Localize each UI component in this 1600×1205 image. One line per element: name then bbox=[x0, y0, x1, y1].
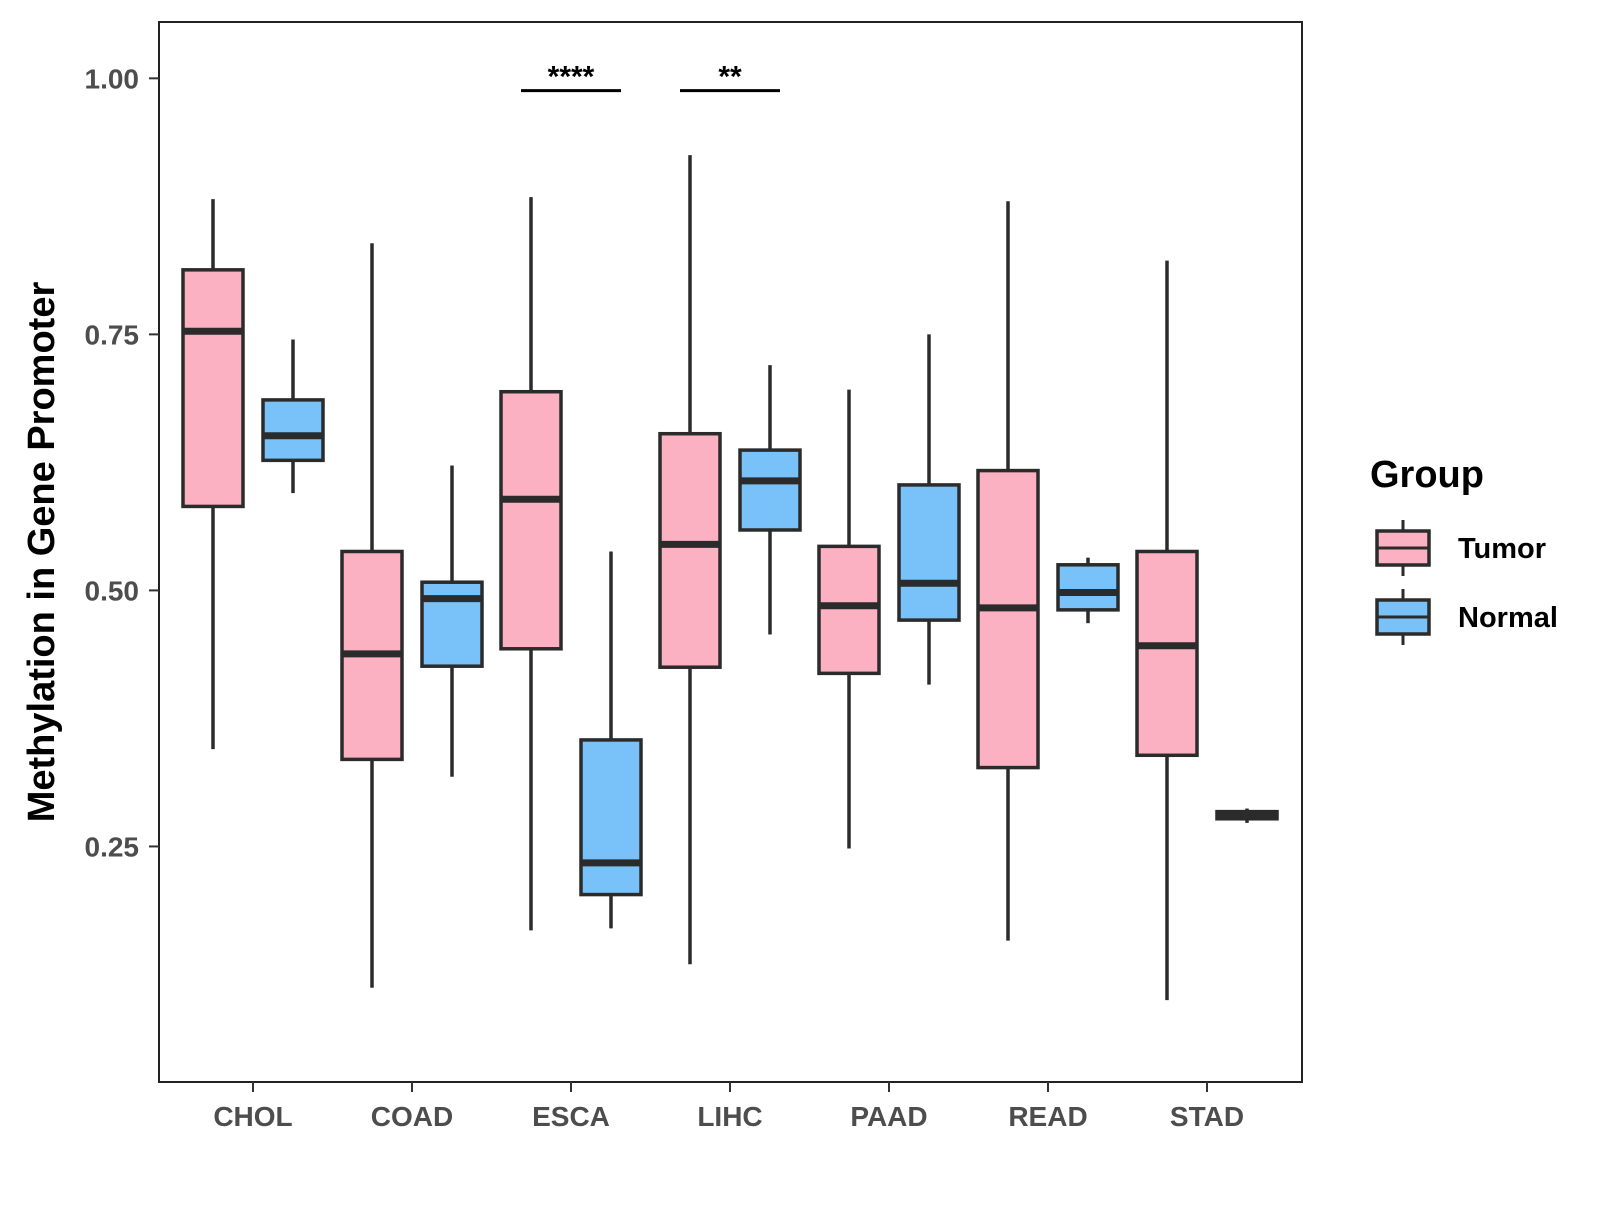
legend-label: Tumor bbox=[1458, 533, 1546, 565]
y-axis: 0.25 0.50 0.75 1.00 bbox=[85, 63, 159, 862]
box-body bbox=[1056, 563, 1120, 612]
significance-label: **** bbox=[548, 61, 595, 94]
x-tick-label: COAD bbox=[371, 1101, 453, 1132]
box-body bbox=[181, 268, 245, 509]
significance-label: ** bbox=[718, 61, 742, 94]
box-tumor-paad bbox=[817, 389, 881, 849]
legend: Group Tumor Normal bbox=[1370, 454, 1558, 645]
box-tumor-coad bbox=[340, 243, 404, 988]
legend-label: Normal bbox=[1458, 602, 1558, 634]
boxes-layer bbox=[181, 155, 1279, 1001]
plot-panel bbox=[158, 21, 1303, 1083]
box-body bbox=[976, 468, 1040, 770]
x-tick-label: ESCA bbox=[532, 1101, 610, 1132]
box-tumor-chol bbox=[181, 199, 245, 750]
box-body bbox=[897, 483, 961, 622]
box-normal-chol bbox=[261, 339, 325, 494]
box-normal-stad bbox=[1215, 808, 1279, 823]
box-tumor-esca bbox=[499, 197, 563, 931]
y-tick-label: 1.00 bbox=[85, 63, 140, 94]
box-tumor-stad bbox=[1135, 260, 1199, 1001]
box-body bbox=[738, 448, 802, 532]
box-tumor-read bbox=[976, 201, 1040, 941]
y-tick-label: 0.50 bbox=[85, 575, 140, 606]
box-normal-read bbox=[1056, 557, 1120, 624]
y-axis-title: Methylation in Gene Promoter bbox=[21, 282, 63, 823]
x-tick-label: CHOL bbox=[213, 1101, 292, 1132]
significance-esca: **** bbox=[521, 61, 621, 94]
box-body bbox=[261, 398, 325, 463]
significance-lihc: ** bbox=[680, 61, 780, 94]
x-tick-label: PAAD bbox=[850, 1101, 927, 1132]
x-axis: CHOL COAD ESCA LIHC PAAD READ STAD bbox=[213, 1082, 1244, 1132]
box-body bbox=[817, 544, 881, 676]
legend-title: Group bbox=[1370, 454, 1484, 496]
box-body bbox=[579, 738, 643, 897]
significance-layer: **** ** bbox=[521, 61, 780, 94]
box-normal-paad bbox=[897, 334, 961, 685]
box-body bbox=[1135, 549, 1199, 758]
box-normal-esca bbox=[579, 551, 643, 929]
y-tick-label: 0.75 bbox=[85, 319, 140, 350]
y-tick-label: 0.25 bbox=[85, 831, 140, 862]
box-body bbox=[658, 431, 722, 669]
x-tick-label: STAD bbox=[1170, 1101, 1244, 1132]
legend-item-tumor: Tumor bbox=[1375, 520, 1546, 576]
legend-item-normal: Normal bbox=[1375, 589, 1558, 645]
x-tick-label: READ bbox=[1008, 1101, 1087, 1132]
box-tumor-lihc bbox=[658, 155, 722, 965]
box-body bbox=[499, 389, 563, 651]
box-body bbox=[420, 580, 484, 668]
x-tick-label: LIHC bbox=[697, 1101, 762, 1132]
box-normal-lihc bbox=[738, 365, 802, 635]
box-normal-coad bbox=[420, 465, 484, 777]
